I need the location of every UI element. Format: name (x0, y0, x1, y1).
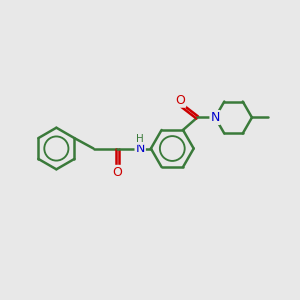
Text: H: H (136, 134, 144, 144)
Text: O: O (112, 166, 122, 179)
Text: N: N (136, 142, 145, 155)
Text: O: O (176, 94, 185, 107)
Text: N: N (210, 111, 220, 124)
